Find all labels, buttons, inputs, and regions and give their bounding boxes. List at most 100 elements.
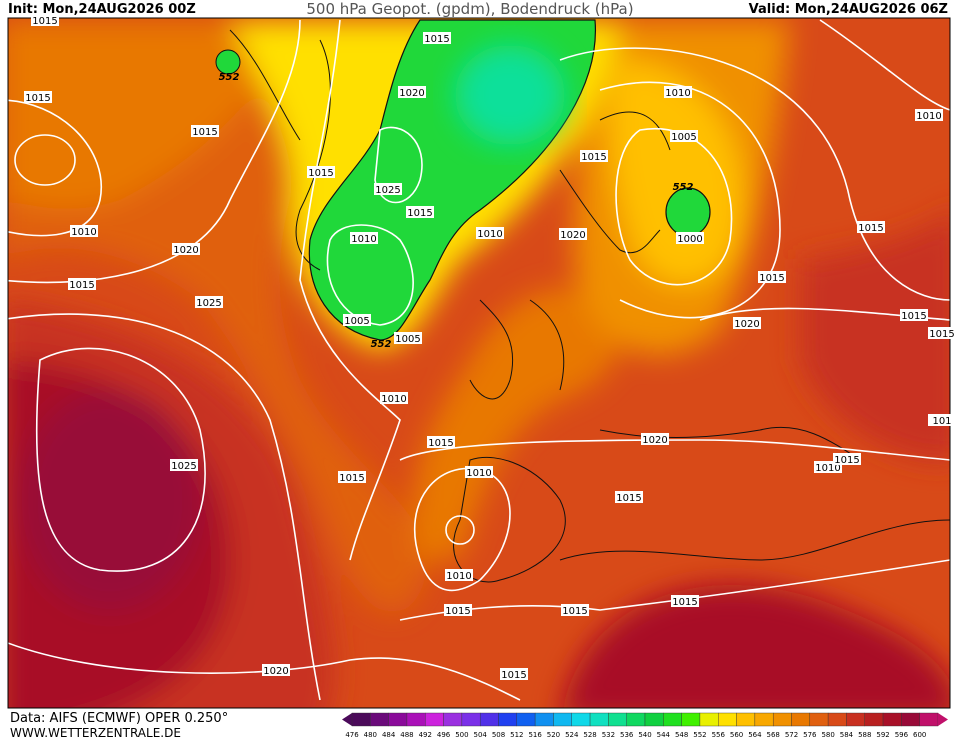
isobar-label: 1010 [446, 571, 471, 582]
isobar-label-box [70, 225, 98, 237]
colorbar-swatch [772, 712, 792, 727]
isobar-label-box [394, 332, 422, 344]
isobar-label-box [928, 414, 956, 426]
isobar-label-box [476, 227, 504, 239]
isobar-label: 1015 [858, 223, 883, 234]
isobar-label-box [172, 243, 200, 255]
isobar-label: 1015 [25, 93, 50, 104]
colorbar-label: 520 [547, 731, 560, 739]
colorbar-swatch [589, 712, 609, 727]
isobar-label: 1020 [560, 230, 585, 241]
isobar-label: 1010 [71, 227, 96, 238]
isobar-label: 1000 [677, 234, 702, 245]
isobar-label-box [398, 86, 426, 98]
isobar-label-box [68, 278, 96, 290]
isobar-label-box [350, 232, 378, 244]
isobar-label-box [561, 604, 589, 616]
isobar-label-box [580, 150, 608, 162]
isobar-label-box [31, 14, 59, 26]
isobar-label: 1010 [351, 234, 376, 245]
colorbar-arrow-right [938, 713, 948, 726]
colorbar-label: 580 [821, 731, 834, 739]
colorbar-swatch [901, 712, 920, 727]
colorbar-swatch [846, 712, 865, 727]
colorbar-label: 552 [693, 731, 706, 739]
isobar-label: 1015 [69, 280, 94, 291]
isobar-label-box [670, 130, 698, 142]
isobar-label-box [928, 327, 956, 339]
colorbar-swatch [626, 712, 646, 727]
colorbar-label: 556 [712, 731, 726, 739]
isobar-label: 1025 [171, 461, 196, 472]
isobar-label: 1020 [642, 435, 667, 446]
isobar-label: 1005 [671, 132, 696, 143]
colorbar-swatch [388, 712, 408, 727]
isobar-label: 1015 [581, 152, 606, 163]
colorbar-swatch [516, 712, 536, 727]
isobars [8, 19, 950, 701]
isobar-label: 1015 [616, 493, 641, 504]
colorbar-swatch [681, 712, 701, 727]
isobar-label-box [380, 392, 408, 404]
data-source: Data: AIFS (ECMWF) OPER 0.250° [10, 711, 228, 726]
isobar-label: 1020 [173, 245, 198, 256]
isobar-label: 1015 [424, 34, 449, 45]
colorbar-swatch [479, 712, 499, 727]
isobar-label: 1015 [834, 455, 859, 466]
isobar-label-box [262, 664, 290, 676]
init-time: Init: Mon,24AUG2026 00Z [8, 2, 196, 17]
isobar-label: 1020 [263, 666, 288, 677]
colorbar-swatch [827, 712, 847, 727]
colorbar-label: 568 [767, 731, 780, 739]
site: WWW.WETTERZENTRALE.DE [10, 726, 181, 740]
colorbar-label: 564 [748, 731, 762, 739]
isobar-label: 1015 [339, 473, 364, 484]
colorbar-label: 492 [419, 731, 432, 739]
colorbar-label: 480 [364, 731, 377, 739]
colorbar-label: 500 [455, 731, 468, 739]
isobar-label: 1005 [344, 316, 369, 327]
colorbar-label: 596 [895, 731, 909, 739]
colorbar-swatch [498, 712, 518, 727]
map-title: 500 hPa Geopot. (gpdm), Bodendruck (hPa) [306, 0, 633, 18]
colorbar-swatch [370, 712, 389, 727]
colorbar-swatch [644, 712, 664, 727]
isobar-label: 1005 [395, 334, 420, 345]
map-field [8, 18, 950, 708]
isobar-label: 1010 [477, 229, 502, 240]
isobar-label: 1015 [672, 597, 697, 608]
isobar-label-box [857, 221, 885, 233]
colorbar-label: 548 [675, 731, 688, 739]
colorbar-label: 504 [474, 731, 488, 739]
isobar-label: 1020 [399, 88, 424, 99]
isobar-label-box [307, 166, 335, 178]
isobar-label-box [406, 206, 434, 218]
colorbar-swatch [864, 712, 884, 727]
isobar-label-box [343, 314, 371, 326]
colorbar-swatch [718, 712, 737, 727]
isobar-label: 1015 [901, 311, 926, 322]
isobar-label-box [338, 471, 366, 483]
isobar-label: 1015 [759, 273, 784, 284]
isobar-label-box [758, 271, 786, 283]
isobar-label: 1015 [929, 329, 954, 340]
colorbar-swatch [919, 712, 939, 727]
colorbar-swatch [534, 712, 554, 727]
colorbar-label: 600 [913, 731, 926, 739]
isobar-label: 101 [932, 416, 951, 427]
geopotential-label: 552 [673, 182, 694, 193]
isobar-label: 1010 [815, 463, 840, 474]
colorbar-swatch [736, 712, 756, 727]
colorbar-swatch [699, 712, 719, 727]
isobar-label: 1015 [308, 168, 333, 179]
colorbar-swatch [882, 712, 902, 727]
colorbar-swatch [406, 712, 426, 727]
isobar-label-box [24, 91, 52, 103]
valid-time: Valid: Mon,24AUG2026 06Z [749, 2, 948, 17]
isobar-label: 1015 [501, 670, 526, 681]
colorbar-swatch [663, 712, 682, 727]
colorbar-label: 508 [492, 731, 505, 739]
isobar-label-box [900, 309, 928, 321]
isobar-label-box [915, 109, 943, 121]
geopotential-label: 552 [219, 72, 240, 83]
